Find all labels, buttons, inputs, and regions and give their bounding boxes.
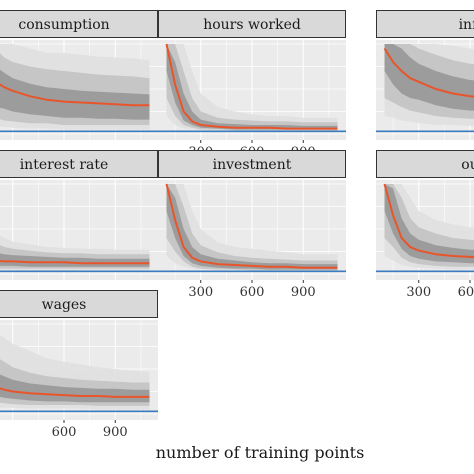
facet-panel-2: infl xyxy=(376,10,474,140)
panel-plot-area xyxy=(0,320,158,420)
panel-plot-area xyxy=(0,180,158,280)
x-axis-title: number of training points xyxy=(156,443,365,462)
x-tick-label: 900 xyxy=(291,285,316,300)
median-line xyxy=(0,387,150,398)
facet-strip xyxy=(158,10,346,38)
uncertainty-band-inner xyxy=(0,69,150,120)
median-line xyxy=(165,43,338,130)
uncertainty-band-middle xyxy=(166,44,338,131)
uncertainty-band-outer xyxy=(166,44,338,132)
panel-plot-area xyxy=(158,40,346,140)
panel-plot-area xyxy=(158,180,346,280)
panel-plot-area xyxy=(376,40,474,140)
facet-title: investment xyxy=(213,157,292,173)
facet-panel-1: hours worked300600900 xyxy=(158,10,346,160)
facet-title: consumption xyxy=(18,17,109,33)
median-line xyxy=(165,183,338,269)
facet-panel-6: wages 600 900 xyxy=(0,290,158,440)
facet-panel-3: interest rate xyxy=(0,150,158,280)
facet-panel-4: investment 300 600 900 xyxy=(158,150,346,300)
uncertainty-band-middle xyxy=(166,184,338,271)
x-tick-label: 300 xyxy=(406,285,431,300)
facet-panel-5: ou 300 600 xyxy=(376,150,474,300)
x-tick-label: 900 xyxy=(103,425,128,440)
facet-title: ou xyxy=(461,157,474,173)
facet-title: wages xyxy=(42,297,87,313)
facet-strip xyxy=(376,150,474,178)
facet-title: infl xyxy=(459,17,474,33)
x-tick-label: 300 xyxy=(188,285,213,300)
facet-title: interest rate xyxy=(20,157,109,173)
median-line xyxy=(383,47,474,98)
median-line xyxy=(0,259,150,265)
facet-strip xyxy=(0,290,158,318)
facet-strip xyxy=(376,10,474,38)
panel-plot-area xyxy=(376,180,474,280)
x-tick-label: 600 xyxy=(52,425,77,440)
x-tick-label: 600 xyxy=(240,285,265,300)
facet-panel-0: consumption xyxy=(0,10,158,140)
facet-strip xyxy=(158,150,346,178)
facet-strip xyxy=(0,150,158,178)
facet-strip xyxy=(0,10,158,38)
panel-plot-area xyxy=(0,40,158,140)
x-tick-label: 600 xyxy=(458,285,474,300)
facet-title: hours worked xyxy=(203,17,301,33)
median-line xyxy=(383,183,474,259)
uncertainty-band-inner xyxy=(0,374,150,403)
median-line xyxy=(0,83,150,107)
